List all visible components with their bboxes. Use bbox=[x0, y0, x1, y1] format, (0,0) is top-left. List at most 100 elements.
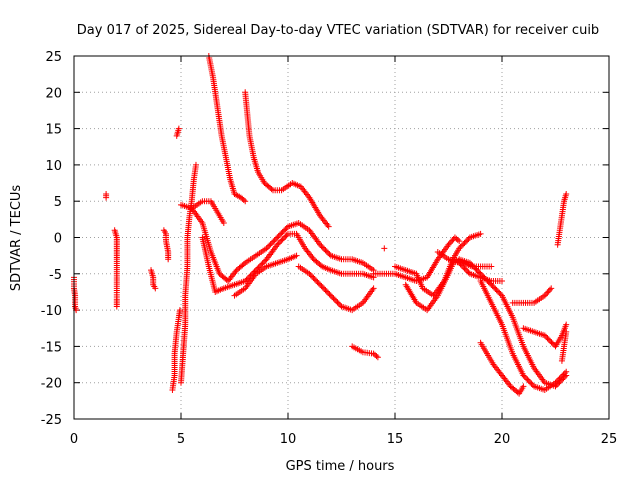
y-tick-label: -15 bbox=[41, 340, 62, 355]
track-22-point bbox=[466, 259, 473, 266]
track-15-point bbox=[309, 273, 316, 280]
track-12-point bbox=[279, 229, 286, 236]
track-22-point bbox=[472, 265, 479, 272]
track-22-point bbox=[474, 268, 481, 275]
track-12-point bbox=[322, 247, 329, 254]
track-5-point bbox=[165, 256, 172, 263]
track-2-point bbox=[103, 190, 110, 197]
track-22-point bbox=[480, 273, 487, 280]
plot-border bbox=[73, 55, 610, 420]
y-tick-label: 5 bbox=[54, 195, 62, 210]
track-26-point bbox=[545, 336, 552, 343]
track-15-point bbox=[313, 277, 320, 284]
track-21-point bbox=[458, 262, 465, 269]
track-12-point bbox=[240, 261, 247, 268]
track-23-point bbox=[525, 377, 532, 384]
track-15-point bbox=[337, 302, 344, 309]
track-15-point bbox=[311, 276, 318, 283]
x-tick-label: 0 bbox=[70, 432, 78, 447]
track-12-point bbox=[326, 251, 333, 258]
track-22-point bbox=[488, 281, 495, 288]
track-7-point bbox=[175, 125, 182, 132]
track-21-point bbox=[464, 268, 471, 275]
track-15-point bbox=[323, 288, 330, 295]
y-tick-label: 25 bbox=[45, 50, 62, 65]
track-15-point bbox=[331, 296, 338, 303]
x-tick-label: 10 bbox=[280, 432, 297, 447]
y-tick-label: -20 bbox=[41, 377, 62, 392]
y-tick-label: -5 bbox=[49, 268, 62, 283]
track-15-point bbox=[318, 283, 325, 290]
track-8-point bbox=[192, 161, 199, 168]
x-tick-label: 15 bbox=[387, 432, 404, 447]
track-15-point bbox=[314, 278, 321, 285]
track-12-point bbox=[271, 237, 278, 244]
track-12-point bbox=[266, 242, 273, 249]
track-25-point bbox=[548, 285, 555, 292]
x-tick-label: 5 bbox=[177, 432, 185, 447]
track-15-point bbox=[322, 287, 329, 294]
track-16-point bbox=[374, 354, 381, 361]
track-26-point bbox=[547, 337, 554, 344]
track-22-point bbox=[497, 291, 504, 298]
track-21-point bbox=[499, 278, 505, 285]
track-13-point bbox=[242, 278, 249, 285]
track-15-point bbox=[315, 280, 322, 287]
track-12-point bbox=[323, 248, 330, 255]
track-22-point bbox=[473, 266, 480, 273]
axis-ticks: 0 5 10 15 20 25 -25 -20 -15 -10 -5 0 5 10 15 20 25 bbox=[41, 50, 618, 447]
x-tick-label: 20 bbox=[494, 432, 511, 447]
track-15-point bbox=[334, 299, 341, 306]
track-13-point bbox=[317, 262, 324, 269]
y-tick-label: 20 bbox=[45, 86, 62, 101]
track-4-point bbox=[152, 285, 159, 292]
track-23-point bbox=[563, 368, 570, 375]
track-26-point bbox=[548, 339, 555, 346]
track-12-point bbox=[317, 241, 324, 248]
track-12-point bbox=[282, 226, 289, 233]
track-22-point bbox=[494, 288, 501, 295]
track-19-point bbox=[464, 237, 471, 244]
track-3-point bbox=[113, 303, 120, 310]
track-25-point bbox=[544, 289, 551, 296]
track-22-point bbox=[470, 263, 477, 270]
track-26-point bbox=[549, 340, 556, 347]
track-15-point bbox=[319, 284, 326, 291]
track-22-point bbox=[484, 277, 491, 284]
track-13-point bbox=[256, 263, 263, 270]
track-15-point bbox=[335, 300, 342, 307]
track-19-point bbox=[456, 245, 463, 252]
track-12-point bbox=[276, 231, 283, 238]
track-28-point bbox=[563, 328, 570, 335]
track-19-point bbox=[477, 230, 484, 237]
track-12-point bbox=[321, 245, 328, 252]
track-22-point bbox=[478, 272, 485, 279]
track-18-point bbox=[454, 236, 461, 243]
track-23-point bbox=[552, 379, 559, 386]
track-12-point bbox=[263, 245, 270, 252]
y-tick-label: -10 bbox=[41, 304, 62, 319]
track-20-point bbox=[488, 263, 495, 270]
track-17-point bbox=[381, 245, 388, 252]
track-15-point bbox=[326, 291, 333, 298]
track-12-point bbox=[268, 239, 275, 246]
track-15-point bbox=[306, 270, 313, 277]
track-22-point bbox=[468, 261, 475, 268]
track-12-point bbox=[280, 227, 287, 234]
track-15-point bbox=[327, 292, 334, 299]
track-23-point bbox=[529, 381, 536, 388]
track-13-point bbox=[243, 276, 250, 283]
track-13-point bbox=[276, 239, 283, 246]
track-26-point bbox=[541, 332, 548, 339]
track-6-point bbox=[176, 307, 183, 314]
track-12-point bbox=[278, 230, 285, 237]
track-13-point bbox=[275, 240, 282, 247]
track-22-point bbox=[485, 278, 492, 285]
chart-title: Day 017 of 2025, Sidereal Day-to-day VTE… bbox=[77, 23, 599, 38]
track-23-point bbox=[520, 372, 527, 379]
track-12-point bbox=[319, 244, 326, 251]
track-15-point bbox=[310, 274, 317, 281]
track-23-point bbox=[560, 371, 567, 378]
y-tick-label: -25 bbox=[41, 413, 62, 428]
track-9-point bbox=[220, 219, 227, 226]
